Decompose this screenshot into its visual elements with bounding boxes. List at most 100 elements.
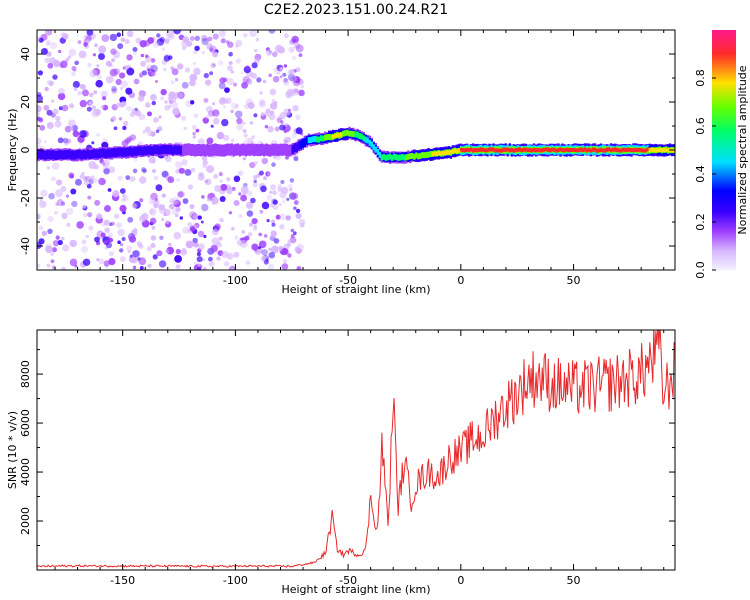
ridge-cell [636,149,639,152]
snr-line [37,330,675,568]
ridge-cell [374,146,377,153]
noise-speckle [81,239,87,245]
noise-speckle [171,101,179,109]
noise-speckle [184,67,191,73]
noise-speckle [247,232,253,237]
ridge-cell [196,146,199,156]
noise-speckle [54,210,58,215]
noise-speckle [197,243,205,251]
noise-speckle [77,40,82,44]
noise-speckle [168,203,175,210]
noise-speckle [212,51,219,58]
ridge-cell [654,148,657,151]
noise-speckle [105,75,114,84]
noise-speckle [133,228,138,233]
ridge-cell [338,132,341,137]
noise-speckle [246,210,254,217]
ridge-cell [640,149,643,152]
ridge-cell [117,147,120,157]
ridge-cell [181,144,185,154]
noise-speckle [88,225,94,231]
ridge-cell [624,148,627,152]
noise-speckle [153,175,159,181]
ridge-cell [668,149,672,152]
noise-speckle [121,139,129,147]
noise-speckle [292,154,299,160]
ridge-cell [254,146,258,155]
ridge-cell [336,135,339,138]
ridge-cell [494,148,497,152]
ridge-cell [478,149,481,152]
noise-speckle [88,161,97,169]
noise-speckle [206,165,215,174]
ridge-cell [119,147,122,157]
noise-speckle [69,239,78,248]
noise-speckle [119,204,127,213]
noise-speckle [295,44,304,53]
ridge-cell [386,155,390,160]
noise-speckle [271,231,277,237]
noise-speckle [71,72,76,77]
noise-speckle [57,92,66,101]
ridge-cell [480,149,483,152]
noise-speckle [272,190,277,196]
noise-speckle [81,171,85,175]
y-tick-label: 2000 [19,507,32,535]
noise-speckle [109,63,114,68]
noise-speckle [132,51,137,56]
noise-speckle [298,89,305,97]
ridge-cell [429,152,432,157]
noise-speckle [177,63,184,70]
noise-speckle [171,68,179,76]
noise-speckle [258,248,263,253]
noise-speckle [195,128,200,133]
noise-speckle [235,58,241,64]
noise-speckle [189,204,195,210]
noise-speckle [175,248,181,255]
ridge-cell [127,147,130,157]
noise-speckle [108,237,114,243]
noise-speckle [113,126,118,131]
noise-speckle [251,218,258,225]
ridge-cell [520,149,524,152]
noise-speckle [134,157,138,162]
noise-speckle [192,124,197,130]
ridge-cell [90,150,93,159]
noise-speckle [114,213,120,219]
noise-speckle [146,130,153,137]
noise-speckle [158,260,167,268]
ridge-cell [512,149,515,152]
ridge-cell [638,148,641,151]
noise-speckle [214,223,221,230]
noise-speckle [69,258,78,267]
noise-speckle [121,197,126,202]
ridge-cell [541,149,544,152]
noise-speckle [284,122,288,127]
noise-speckle [106,242,112,249]
noise-speckle [129,254,133,258]
noise-speckle [293,42,301,49]
noise-speckle [161,47,165,51]
ridge-cell [496,149,499,152]
noise-speckle [116,32,122,37]
noise-speckle [87,62,92,68]
ridge-cell [526,149,530,152]
noise-speckle [87,212,93,218]
noise-speckle [67,55,72,60]
noise-speckle [46,122,54,129]
noise-speckle [211,228,219,236]
noise-speckle [92,178,98,183]
noise-speckle [159,235,164,240]
ridge-cell [614,149,617,152]
noise-speckle [211,201,216,206]
noise-speckle [73,87,78,91]
noise-speckle [231,186,236,191]
ridge-cell [98,149,102,159]
ridge-cell [415,153,418,158]
ridge-cell [82,150,85,160]
snr-panel: -150 -100 -50 0 50 2000 4000 6000 8000 Height o… [6,329,676,596]
noise-speckle [201,34,208,42]
noise-speckle [218,60,224,66]
noise-speckle [226,177,231,182]
noise-speckle [94,43,98,48]
